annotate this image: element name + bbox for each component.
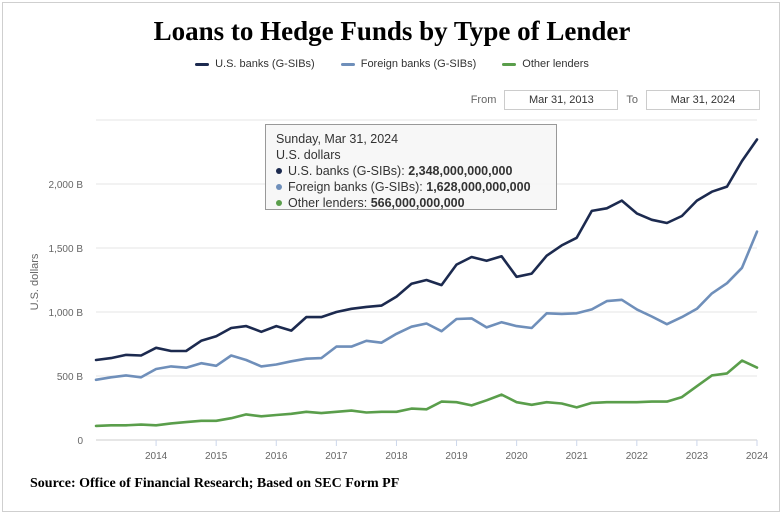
y-axis-ticks: 0 500 B 1,000 B 1,500 B 2,000 B xyxy=(49,180,84,447)
tooltip-dot-us-banks xyxy=(276,168,282,174)
tooltip-dot-foreign-banks xyxy=(276,184,282,190)
legend-item-other-lenders[interactable]: Other lenders xyxy=(502,58,589,70)
x-tick-label: 2014 xyxy=(145,451,168,462)
y-tick-label: 2,000 B xyxy=(49,180,84,191)
series-lines xyxy=(94,138,759,428)
x-tick-label: 2022 xyxy=(626,451,649,462)
x-tick-label: 2018 xyxy=(385,451,408,462)
tooltip-label-other-lenders: Other lenders: xyxy=(288,196,368,210)
tooltip-row-foreign-banks: Foreign banks (G-SIBs): 1,628,000,000,00… xyxy=(276,179,546,195)
series-line-us-banks[interactable] xyxy=(94,138,759,362)
legend-swatch-other-lenders xyxy=(502,62,517,66)
chart-legend: U.S. banks (G-SIBs) Foreign banks (G-SIB… xyxy=(0,58,784,70)
y-tick-label: 1,000 B xyxy=(49,308,84,319)
x-tick-label: 2015 xyxy=(205,451,228,462)
legend-label-foreign-banks: Foreign banks (G-SIBs) xyxy=(360,58,477,70)
tooltip-row-us-banks: U.S. banks (G-SIBs): 2,348,000,000,000 xyxy=(276,163,546,179)
legend-swatch-foreign-banks xyxy=(340,62,355,66)
tooltip-label-us-banks: U.S. banks (G-SIBs): xyxy=(288,164,405,178)
range-to-input[interactable]: Mar 31, 2024 xyxy=(646,90,760,110)
legend-item-foreign-banks[interactable]: Foreign banks (G-SIBs) xyxy=(340,58,477,70)
series-line-other-lenders[interactable] xyxy=(94,359,759,428)
data-tooltip: Sunday, Mar 31, 2024 U.S. dollars U.S. b… xyxy=(265,124,557,210)
tooltip-row-other-lenders: Other lenders: 566,000,000,000 xyxy=(276,195,546,211)
tooltip-dot-other-lenders xyxy=(276,200,282,206)
tooltip-value-other-lenders: 566,000,000,000 xyxy=(370,196,465,210)
x-tick-label: 2017 xyxy=(325,451,348,462)
legend-label-us-banks: U.S. banks (G-SIBs) xyxy=(215,58,315,70)
x-tick-label: 2019 xyxy=(445,451,468,462)
legend-swatch-us-banks xyxy=(195,62,210,66)
range-from-input[interactable]: Mar 31, 2013 xyxy=(504,90,619,110)
tooltip-date: Sunday, Mar 31, 2024 xyxy=(276,132,399,146)
x-tick-label: 2016 xyxy=(265,451,288,462)
series-line-foreign-banks[interactable] xyxy=(94,230,759,382)
tooltip-unit: U.S. dollars xyxy=(276,148,341,162)
range-from-label: From xyxy=(470,94,497,106)
chart-title: Loans to Hedge Funds by Type of Lender xyxy=(153,16,631,46)
y-tick-label: 0 xyxy=(77,436,83,447)
tooltip-label-foreign-banks: Foreign banks (G-SIBs): xyxy=(288,180,423,194)
y-tick-label: 1,500 B xyxy=(49,244,84,255)
x-tick-label: 2023 xyxy=(686,451,709,462)
tooltip-value-us-banks: 2,348,000,000,000 xyxy=(408,164,513,178)
tooltip-value-foreign-banks: 1,628,000,000,000 xyxy=(426,180,531,194)
x-tick-label: 2024 xyxy=(746,451,769,462)
x-tick-label: 2021 xyxy=(566,451,589,462)
y-axis-label: U.S. dollars xyxy=(29,253,41,310)
source-note: Source: Office of Financial Research; Ba… xyxy=(30,476,400,491)
x-tick-label: 2020 xyxy=(506,451,529,462)
legend-item-us-banks[interactable]: U.S. banks (G-SIBs) xyxy=(195,58,315,70)
date-range-selector: From Mar 31, 2013 To Mar 31, 2024 xyxy=(471,90,760,110)
y-tick-label: 500 B xyxy=(57,372,83,383)
range-to-label: To xyxy=(626,94,638,106)
x-axis-ticks: 2014 2015 2016 2017 2018 2019 2020 2021 2022 2023… xyxy=(145,440,769,462)
legend-label-other-lenders: Other lenders xyxy=(522,58,589,70)
